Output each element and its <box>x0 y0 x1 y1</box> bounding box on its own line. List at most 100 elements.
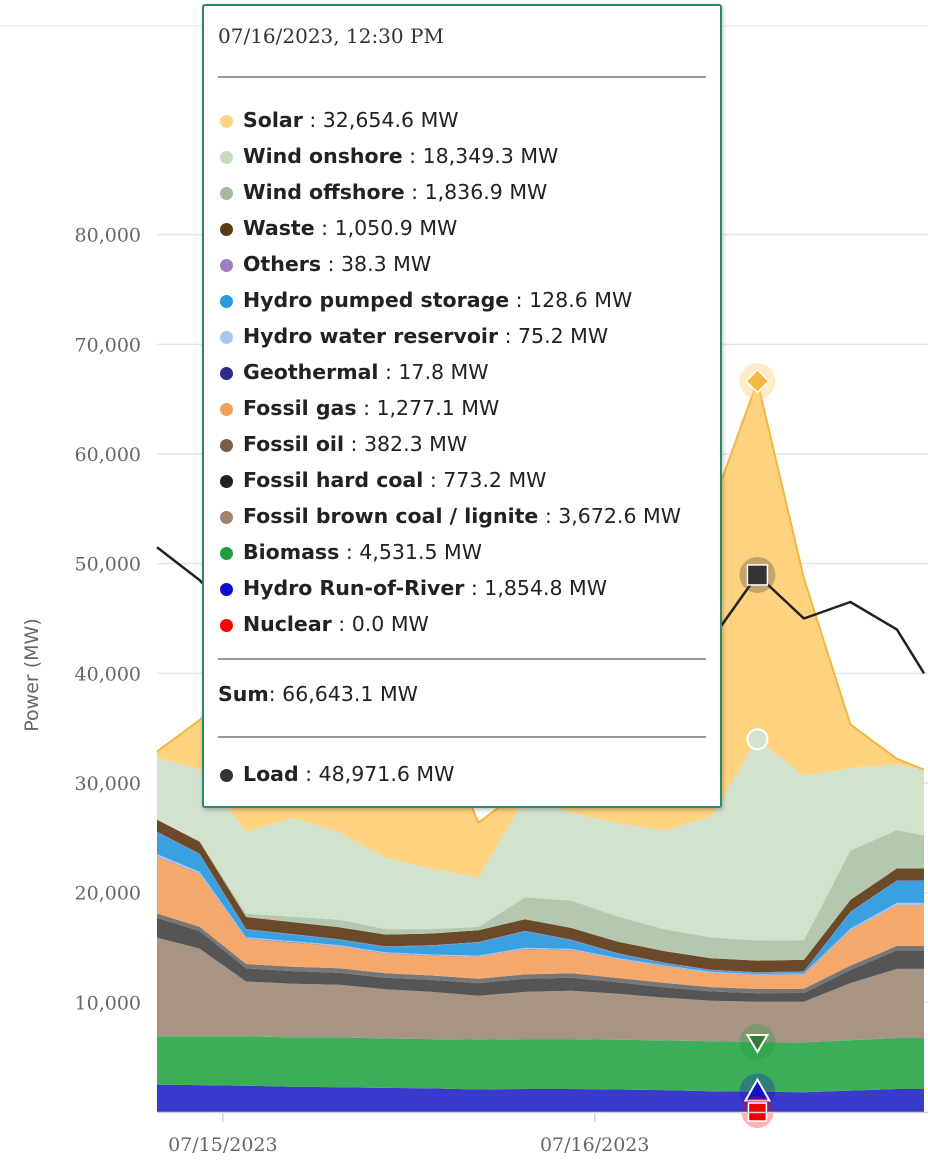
tooltip-series-name: Wind onshore <box>243 144 403 168</box>
tooltip-series-value: : 1,854.8 MW <box>464 576 608 600</box>
tooltip-series-name: Fossil hard coal <box>243 468 424 492</box>
series-dot-icon <box>220 511 233 524</box>
tooltip-series-value: : 3,672.6 MW <box>538 504 681 528</box>
tooltip-series-value: : 32,654.6 MW <box>302 108 459 132</box>
tooltip-load: Load : 48,971.6 MW <box>218 762 454 786</box>
series-area: Waste <box>157 819 924 973</box>
tooltip-date: 07/16/2023, 12:30 PM <box>218 24 444 48</box>
tooltip-series-value: : 4,531.5 MW <box>339 540 483 564</box>
tooltip-series-value: : 1,836.9 MW <box>404 180 548 204</box>
y-tick-label: 20,000 <box>75 883 141 905</box>
tooltip-row: Nuclear : 0.0 MW <box>218 606 710 642</box>
series-area: Wind onshore <box>157 739 924 941</box>
series-dot-icon <box>220 583 233 596</box>
tooltip-row: Biomass : 4,531.5 MW <box>218 534 710 570</box>
load-label: Load <box>243 762 299 786</box>
tooltip-row: Fossil gas : 1,277.1 MW <box>218 390 710 426</box>
tooltip-series-name: Waste <box>243 216 315 240</box>
tooltip-series-name: Solar <box>243 108 303 132</box>
tooltip-row: Fossil hard coal : 773.2 MW <box>218 462 710 498</box>
x-tick-label: 07/16/2023 <box>540 1134 650 1156</box>
y-axis-title: Power (MW) <box>21 618 43 732</box>
series-dot-icon <box>220 115 233 128</box>
tooltip-series-name: Geothermal <box>243 360 379 384</box>
tooltip-row: Wind offshore : 1,836.9 MW <box>218 174 710 210</box>
y-tick-label: 50,000 <box>75 554 141 576</box>
y-tick-label: 10,000 <box>75 992 141 1014</box>
series-dot-icon <box>220 259 233 272</box>
tooltip-rows: Solar : 32,654.6 MW Wind onshore : 18,349… <box>218 102 710 642</box>
series-area: Hydro pumped storage <box>157 832 924 974</box>
series-dot-icon <box>220 295 233 308</box>
tooltip-series-value: : 1,050.9 MW <box>314 216 458 240</box>
tooltip-series-value: : 128.6 MW <box>509 288 633 312</box>
tooltip-series-value: : 17.8 MW <box>378 360 489 384</box>
y-tick-label: 30,000 <box>75 773 141 795</box>
tooltip-series-name: Hydro water reservoir <box>243 324 499 348</box>
series-dot-icon <box>220 223 233 236</box>
solar-marker <box>745 368 770 394</box>
run-of-river-marker <box>743 1077 772 1102</box>
tooltip-series-name: Hydro pumped storage <box>243 288 510 312</box>
axes: 10,000 20,000 30,000 40,000 50,000 60,000 70,0… <box>75 225 928 1156</box>
tooltip-series-value: : 75.2 MW <box>498 324 609 348</box>
series-dot-icon <box>220 475 233 488</box>
y-tick-label: 80,000 <box>75 225 141 247</box>
tooltip-series-name: Others <box>243 252 322 276</box>
tooltip-series-name: Hydro Run-of-River <box>243 576 465 600</box>
series-dot-icon <box>220 331 233 344</box>
series-area: Fossil brown coal / lignite <box>157 937 924 1043</box>
tooltip-row: Hydro Run-of-River : 1,854.8 MW <box>218 570 710 606</box>
series-dot-icon <box>220 151 233 164</box>
tooltip-series-value: : 18,349.3 MW <box>402 144 559 168</box>
series-area: Wind offshore <box>157 819 924 961</box>
y-tick-label: 70,000 <box>75 334 141 356</box>
biomass-marker <box>745 1033 770 1054</box>
tooltip-series-value: : 773.2 MW <box>423 468 547 492</box>
tooltip-row: Hydro water reservoir : 75.2 MW <box>218 318 710 354</box>
series-dot-icon <box>220 547 233 560</box>
load-dot-icon <box>220 769 233 782</box>
tooltip-row: Fossil oil : 382.3 MW <box>218 426 710 462</box>
sum-value: : 66,643.1 MW <box>268 682 418 706</box>
series-area: Fossil gas <box>157 856 924 989</box>
x-tick-label: 07/15/2023 <box>168 1134 278 1156</box>
wind-marker <box>746 728 769 751</box>
tooltip-series-value: : 1,277.1 MW <box>356 396 500 420</box>
series-dot-icon <box>220 187 233 200</box>
tooltip-series-value: : 38.3 MW <box>321 252 432 276</box>
tooltip-row: Fossil brown coal / lignite : 3,672.6 MW <box>218 498 710 534</box>
series-area: Fossil oil <box>157 913 924 994</box>
tooltip-row: Hydro pumped storage : 128.6 MW <box>218 282 710 318</box>
sum-label: Sum <box>218 682 269 706</box>
y-tick-label: 40,000 <box>75 663 141 685</box>
series-area: Biomass <box>157 1036 924 1093</box>
tooltip-series-name: Wind offshore <box>243 180 405 204</box>
tooltip-row: Geothermal : 17.8 MW <box>218 354 710 390</box>
tooltip-row: Waste : 1,050.9 MW <box>218 210 710 246</box>
load-marker <box>746 564 769 586</box>
y-tick-label: 60,000 <box>75 444 141 466</box>
tooltip-series-name: Fossil gas <box>243 396 357 420</box>
tooltip-row: Wind onshore : 18,349.3 MW <box>218 138 710 174</box>
series-dot-icon <box>220 439 233 452</box>
series-dot-icon <box>220 403 233 416</box>
series-dot-icon <box>220 619 233 632</box>
tooltip-row: Solar : 32,654.6 MW <box>218 102 710 138</box>
tooltip-series-value: : 382.3 MW <box>344 432 468 456</box>
tooltip-series-name: Fossil brown coal / lignite <box>243 504 539 528</box>
series-area: Fossil hard coal <box>157 917 924 1002</box>
tooltip-divider <box>218 76 706 78</box>
tooltip-series-name: Fossil oil <box>243 432 344 456</box>
series-area: Hydro Run-of-River <box>157 1084 924 1112</box>
tooltip-series-name: Biomass <box>243 540 340 564</box>
series-dot-icon <box>220 367 233 380</box>
tooltip-divider <box>218 658 706 660</box>
tooltip-series-name: Nuclear <box>243 612 332 636</box>
tooltip-series-value: : 0.0 MW <box>331 612 429 636</box>
tooltip-row: Others : 38.3 MW <box>218 246 710 282</box>
tooltip-divider <box>218 736 706 738</box>
load-value: : 48,971.6 MW <box>298 762 455 786</box>
tooltip: 07/16/2023, 12:30 PM Solar : 32,654.6 MW… <box>202 4 722 808</box>
tooltip-sum: Sum: 66,643.1 MW <box>218 682 418 706</box>
